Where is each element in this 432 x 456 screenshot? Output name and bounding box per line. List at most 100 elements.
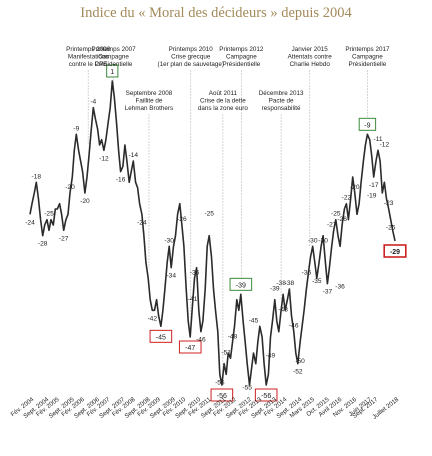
data-label: -36 [302, 269, 312, 276]
low-point-box [149, 329, 173, 343]
annotation-line: Septembre 2008 [126, 90, 173, 97]
data-label: -24 [25, 219, 35, 226]
data-label: -34 [166, 273, 176, 280]
data-label: -36 [335, 283, 345, 290]
data-label: -51 [221, 349, 231, 356]
boxed-data-label: -9 [358, 117, 377, 131]
data-label: -56 [261, 393, 271, 400]
event-annotation-5: Printemps 2012 Campagne Présidentielle [219, 46, 264, 68]
data-label: -36 [190, 269, 200, 276]
boxed-data-label: -47 [178, 340, 202, 354]
data-label: -25 [44, 211, 54, 218]
data-label: -50 [295, 358, 305, 365]
data-label: -42 [147, 315, 157, 322]
data-label: -18 [32, 173, 42, 180]
data-label: -26 [177, 216, 187, 223]
data-label: -30 [308, 237, 318, 244]
event-annotation-6: Décembre 2013 Pacte de responsabilité [259, 90, 304, 112]
data-label: -22 [342, 195, 352, 202]
high-point-box [358, 117, 377, 131]
event-annotations: Printemps 2006 Manifestations contre le CP… [66, 46, 390, 112]
data-label: -45 [156, 334, 166, 341]
annotation-line: Campagne [226, 54, 257, 61]
data-label: -24 [137, 219, 147, 226]
boxed-data-label: -39 [229, 277, 253, 291]
data-label: -41 [188, 296, 198, 303]
data-label: -39 [236, 282, 246, 289]
data-label: -43 [278, 307, 288, 314]
data-label: -12 [380, 141, 390, 148]
data-label: -11 [374, 136, 383, 143]
annotation-line: Crise de la dette [200, 98, 246, 105]
data-label: -25 [386, 225, 396, 232]
data-label: -49 [266, 353, 276, 360]
low-point-box [383, 244, 407, 258]
data-label: -20 [65, 184, 75, 191]
data-label: -39 [270, 285, 280, 292]
annotation-line: Août 2011 [209, 90, 238, 97]
data-label: -17 [369, 182, 379, 189]
annotation-line: Campagne [352, 54, 383, 61]
high-point-box [106, 64, 119, 78]
data-label: -12 [99, 155, 109, 162]
annotation-leaders [87, 70, 368, 375]
data-label: -55 [242, 385, 252, 392]
data-labels: -24 -18 -28 -25 -27 -20 -9 -20 -4 -12 1 -16 -14 -24 -4… [25, 64, 407, 402]
data-label: -56 [217, 393, 227, 400]
data-label: 1 [110, 69, 114, 76]
data-label: -23 [384, 200, 394, 207]
event-annotation-0: Printemps 2006 Manifestations contre le CP… [66, 46, 111, 68]
annotation-line: Présidentielle [222, 61, 260, 68]
data-label: -25 [331, 211, 341, 218]
annotation-line: Campagne [98, 54, 129, 61]
annotation-line: Printemps 2006 [66, 46, 111, 53]
data-label: -30 [164, 237, 174, 244]
annotation-line: Pacte de [269, 98, 294, 105]
annotation-line: Janvier 2015 [292, 46, 329, 53]
data-label: -19 [367, 193, 377, 200]
annotation-line: Manifestations [68, 54, 109, 61]
annotation-line: Printemps 2012 [219, 46, 264, 53]
boxed-data-label: -56 [210, 388, 234, 402]
annotation-line: dans la zone euro [198, 105, 249, 112]
chart-title: Indice du « Moral des décideurs » depuis… [80, 5, 352, 21]
low-point-box [210, 388, 234, 402]
data-label: -16 [116, 177, 126, 184]
data-label: -14 [129, 152, 139, 159]
data-label: -30 [318, 237, 328, 244]
event-annotation-2: Septembre 2008 Faillite de Lehman Brothers [125, 90, 173, 112]
data-label: -46 [196, 337, 206, 344]
data-label: -47 [185, 345, 195, 352]
annotation-line: Printemps 2010 [169, 46, 214, 53]
data-label: -26 [337, 216, 347, 223]
data-label: -4 [90, 99, 96, 106]
event-annotation-4: Août 2011 Crise de la dette dans la zone e… [198, 90, 249, 112]
low-point-box [254, 388, 278, 402]
boxed-data-label: -56 [254, 388, 278, 402]
boxed-data-label: 1 [106, 64, 119, 78]
annotation-line: Présidentielle [349, 61, 387, 68]
data-label: -25 [204, 211, 214, 218]
data-label: -20 [350, 184, 360, 191]
data-label: -28 [38, 241, 48, 248]
annotation-line: responsabilité [262, 105, 301, 112]
annotation-line: Charlie Hebdo [290, 61, 331, 68]
series-line [29, 80, 396, 386]
event-annotation-7: Janvier 2015 Attentats contre Charlie Hebd… [288, 46, 333, 68]
data-label: -46 [289, 323, 299, 330]
boxed-data-label: -29 [383, 244, 407, 258]
annotation-line: Crise grecque [171, 54, 211, 61]
annotation-line: Printemps 2017 [345, 46, 390, 53]
annotation-line: Lehman Brothers [125, 105, 173, 112]
annotation-line: (1er plan de sauvetage) [157, 61, 224, 68]
data-label: -27 [59, 235, 69, 242]
event-annotation-1: Printemps 2007 Campagne Présidentielle [91, 46, 136, 68]
low-point-box [178, 340, 202, 354]
data-label: -29 [390, 249, 400, 256]
event-annotation-3: Printemps 2010 Crise grecque (1er plan de … [157, 46, 224, 68]
data-label: -20 [80, 198, 90, 205]
data-label: -27 [327, 221, 337, 228]
event-annotation-8: Printemps 2017 Campagne Présidentielle [345, 46, 390, 68]
